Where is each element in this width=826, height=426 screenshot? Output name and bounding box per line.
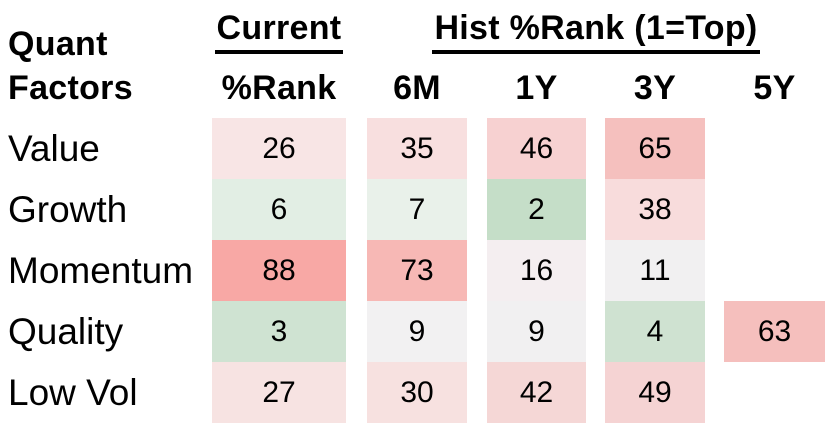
rank-cell: 46	[487, 118, 586, 179]
column-header-3y: 3Y	[633, 68, 677, 107]
row-label: Growth	[8, 188, 128, 230]
rank-cell: 3	[212, 301, 346, 362]
table-title-text1: Quant	[8, 25, 108, 63]
column-header-5y: 5Y	[753, 68, 796, 107]
table-title-line1: Quant	[0, 0, 212, 63]
rank-cell: 9	[487, 301, 586, 362]
rank-cell: 30	[367, 362, 467, 423]
table-title-line2: Factors	[0, 58, 212, 118]
row-label: Low Vol	[8, 371, 138, 413]
hist-group-label: Hist %Rank (1=Top)	[432, 9, 760, 54]
row-label: Quality	[8, 310, 124, 352]
rank-cell: 26	[212, 118, 346, 179]
rank-cell: 11	[605, 240, 705, 301]
rank-cell: 73	[367, 240, 467, 301]
hist-group-header: Hist %Rank (1=Top)	[367, 0, 825, 58]
row-label: Value	[8, 127, 100, 169]
rank-cell: 35	[367, 118, 467, 179]
table-title-text2: Factors	[8, 68, 133, 107]
column-header-1y: 1Y	[515, 68, 558, 107]
rank-cell: 4	[605, 301, 705, 362]
rank-cell: 88	[212, 240, 346, 301]
rank-cell: 2	[487, 179, 586, 240]
current-group-label: Current	[214, 9, 344, 54]
rank-cell: 27	[212, 362, 346, 423]
rank-cell: 9	[367, 301, 467, 362]
rank-cell: 7	[367, 179, 467, 240]
rank-cell: 65	[605, 118, 705, 179]
rank-cell: 6	[212, 179, 346, 240]
current-group-header: Current	[212, 0, 346, 58]
column-header-6m: 6M	[393, 68, 441, 107]
rank-cell: 16	[487, 240, 586, 301]
rank-cell: 42	[487, 362, 586, 423]
rank-cell: 49	[605, 362, 705, 423]
column-header-current-rank: %Rank	[221, 68, 337, 107]
rank-cell: 63	[724, 301, 825, 362]
row-label: Momentum	[8, 249, 194, 291]
rank-cell: 38	[605, 179, 705, 240]
